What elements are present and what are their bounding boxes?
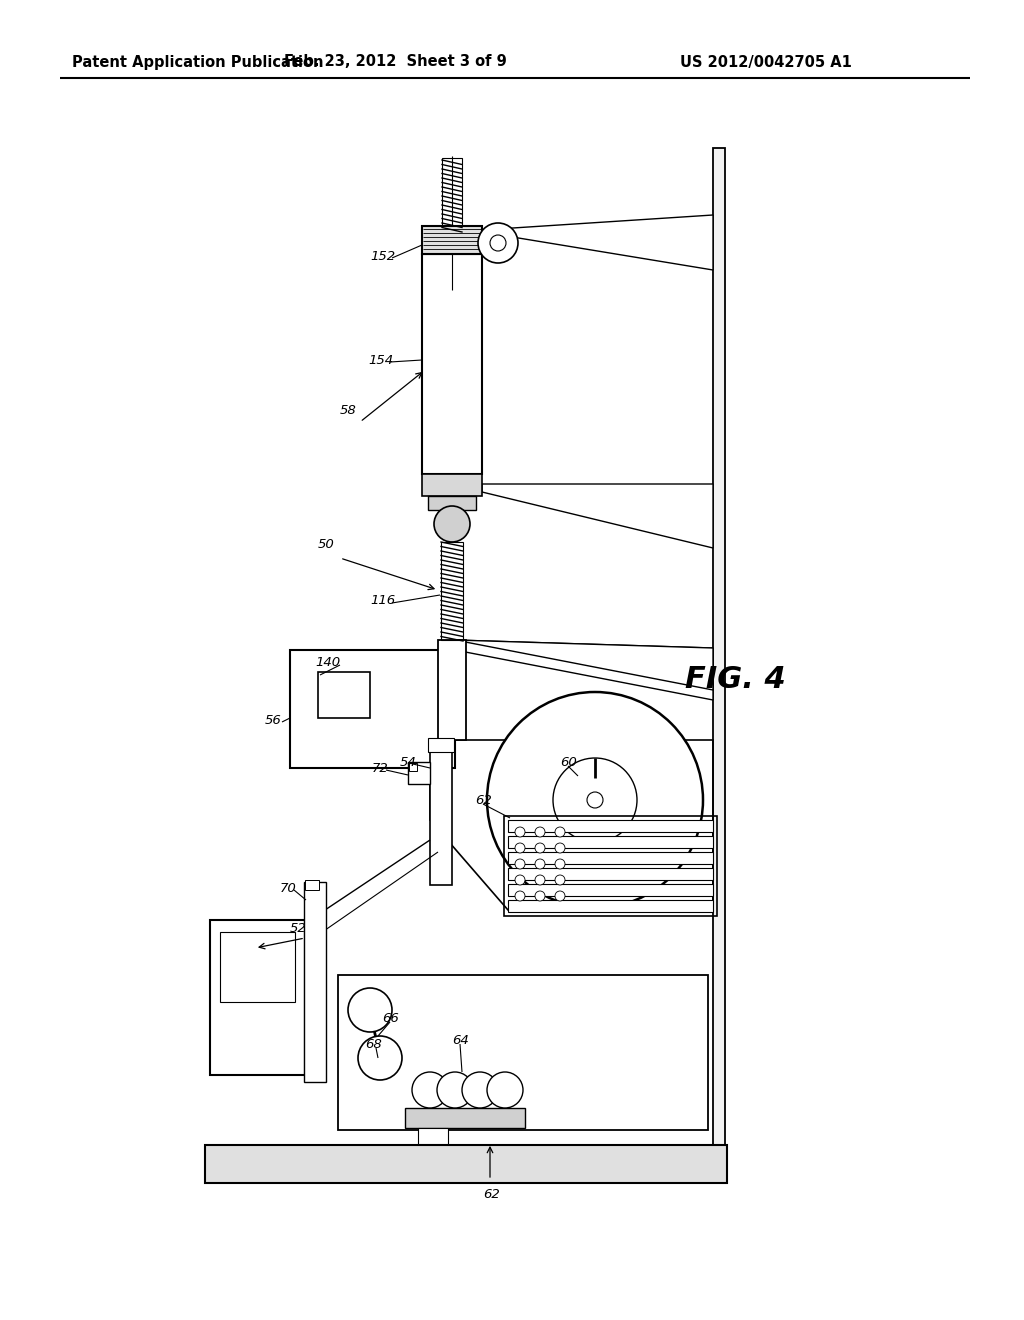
Circle shape <box>487 1072 523 1107</box>
Circle shape <box>437 1072 473 1107</box>
Bar <box>430 741 452 884</box>
Text: 116: 116 <box>370 594 395 606</box>
Circle shape <box>490 235 506 251</box>
Bar <box>441 543 463 640</box>
Polygon shape <box>455 640 713 700</box>
Text: Patent Application Publication: Patent Application Publication <box>72 54 324 70</box>
Text: 70: 70 <box>280 882 297 895</box>
Circle shape <box>515 843 525 853</box>
Circle shape <box>535 859 545 869</box>
Bar <box>422 253 482 474</box>
Text: 50: 50 <box>318 539 335 552</box>
Circle shape <box>535 891 545 902</box>
Circle shape <box>515 828 525 837</box>
Text: 60: 60 <box>560 755 577 768</box>
Circle shape <box>462 1072 498 1107</box>
Circle shape <box>555 828 565 837</box>
Circle shape <box>348 987 392 1032</box>
Bar <box>305 880 319 890</box>
Bar <box>504 816 717 916</box>
Bar <box>428 496 476 510</box>
Text: 72: 72 <box>372 762 389 775</box>
Text: 66: 66 <box>382 1011 398 1024</box>
Polygon shape <box>482 215 713 271</box>
Bar <box>408 762 430 784</box>
Text: 58: 58 <box>340 404 356 417</box>
Text: 64: 64 <box>452 1034 469 1047</box>
Circle shape <box>553 758 637 842</box>
Bar <box>508 851 713 865</box>
Bar <box>409 763 417 771</box>
Circle shape <box>487 692 703 908</box>
Text: 56: 56 <box>265 714 282 726</box>
Polygon shape <box>482 484 713 548</box>
Bar <box>438 640 466 741</box>
Bar <box>428 738 454 752</box>
Bar <box>290 649 455 768</box>
Polygon shape <box>455 640 713 690</box>
Bar <box>508 836 713 847</box>
Circle shape <box>515 859 525 869</box>
Text: 62: 62 <box>475 793 492 807</box>
Text: Feb. 23, 2012  Sheet 3 of 9: Feb. 23, 2012 Sheet 3 of 9 <box>284 54 507 70</box>
Circle shape <box>555 859 565 869</box>
Text: 152: 152 <box>370 249 395 263</box>
Bar <box>304 882 326 1082</box>
Circle shape <box>535 843 545 853</box>
Circle shape <box>555 891 565 902</box>
Bar <box>205 1144 727 1183</box>
Bar <box>508 869 713 880</box>
Text: FIG. 4: FIG. 4 <box>685 665 785 694</box>
Circle shape <box>587 792 603 808</box>
Bar <box>508 900 713 912</box>
Text: US 2012/0042705 A1: US 2012/0042705 A1 <box>680 54 852 70</box>
Text: 140: 140 <box>315 656 340 668</box>
Bar <box>338 975 708 1130</box>
Bar <box>406 1107 525 1129</box>
Circle shape <box>434 506 470 543</box>
Bar <box>713 148 725 1158</box>
Bar <box>318 672 370 718</box>
Bar <box>422 474 482 496</box>
Bar <box>508 820 713 832</box>
Circle shape <box>358 1036 402 1080</box>
Bar <box>220 932 295 1002</box>
Bar <box>210 920 305 1074</box>
Text: 54: 54 <box>400 755 417 768</box>
Text: 52: 52 <box>290 921 307 935</box>
Circle shape <box>515 875 525 884</box>
Circle shape <box>555 843 565 853</box>
Text: 62: 62 <box>483 1188 500 1201</box>
Bar <box>418 1129 449 1144</box>
Circle shape <box>535 828 545 837</box>
Circle shape <box>535 875 545 884</box>
Bar <box>422 226 482 253</box>
Text: 154: 154 <box>368 354 393 367</box>
Circle shape <box>515 891 525 902</box>
Circle shape <box>412 1072 449 1107</box>
Bar <box>442 158 462 226</box>
Text: 68: 68 <box>365 1039 382 1052</box>
Bar <box>508 884 713 896</box>
Circle shape <box>478 223 518 263</box>
Circle shape <box>555 875 565 884</box>
